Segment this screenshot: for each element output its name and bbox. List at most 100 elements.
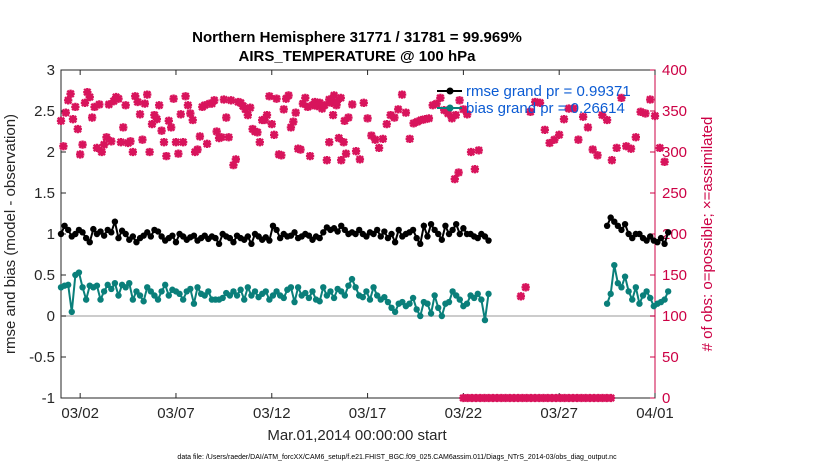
obs-assimilated-marker	[505, 393, 514, 403]
obs-assimilated-marker	[646, 95, 655, 104]
bias-point	[474, 290, 481, 298]
obs-assimilated-marker	[564, 104, 573, 113]
obs-assimilated-marker	[440, 106, 449, 115]
rmse-series	[57, 214, 672, 248]
y-right-tick-label: 350	[662, 103, 687, 120]
obs-assimilated-marker	[480, 393, 489, 403]
obs-assimilated-marker	[459, 105, 468, 114]
rmse-point	[79, 229, 86, 236]
rmse-point	[90, 225, 97, 233]
y-right-tick-label: 300	[662, 144, 687, 161]
bias-point	[607, 290, 614, 298]
bias-point	[359, 293, 366, 301]
obs-assimilated-marker	[363, 114, 372, 123]
rmse-point	[442, 222, 449, 229]
bias-point	[438, 312, 446, 320]
rmse-point	[427, 220, 435, 228]
rmse-point	[453, 220, 460, 228]
y-left-tick-label: -1	[42, 390, 55, 407]
obs-assimilated-marker	[222, 113, 231, 122]
x-tick-label: 04/01	[636, 405, 674, 422]
rmse-point	[417, 240, 424, 248]
obs-assimilated-marker	[530, 393, 540, 403]
obs-assimilated-marker	[598, 110, 607, 120]
obs-assimilated-marker	[260, 115, 269, 125]
obs-assimilated-marker	[522, 393, 531, 403]
obs-assimilated-marker	[655, 143, 664, 153]
obs-assimilated-marker	[378, 134, 388, 144]
obs-assimilated-marker	[509, 393, 519, 403]
obs-assimilated-marker	[164, 116, 173, 125]
obs-assimilated-marker	[162, 151, 171, 161]
rmse-point	[377, 233, 384, 240]
obs-assimilated-marker	[97, 147, 106, 157]
obs-assimilated-marker	[109, 97, 118, 106]
obs-assimilated-marker	[73, 124, 82, 134]
rmse-point	[190, 232, 198, 239]
obs-assimilated-marker	[382, 119, 391, 129]
obs-assimilated-marker	[241, 105, 250, 114]
obs-assimilated-marker	[174, 149, 183, 158]
obs-assimilated-marker	[219, 95, 229, 104]
bias-point	[435, 304, 442, 311]
obs-assimilated-marker	[303, 102, 312, 112]
obs-assimilated-marker	[409, 119, 418, 128]
obs-assimilated-marker	[589, 393, 599, 403]
obs-assimilated-marker	[455, 96, 464, 105]
obs-assimilated-marker	[593, 151, 602, 160]
obs-series	[56, 87, 669, 403]
obs-assimilated-marker	[310, 97, 320, 107]
bias-point	[100, 288, 108, 295]
obs-assimilated-marker	[140, 99, 149, 108]
obs-assimilated-marker	[560, 393, 569, 403]
rmse-point	[485, 237, 492, 244]
obs-assimilated-marker	[607, 156, 617, 165]
obs-assimilated-marker	[279, 105, 288, 114]
bias-point	[647, 294, 654, 302]
y-right-tick-label: 50	[662, 349, 679, 366]
bias-point	[309, 288, 316, 295]
obs-assimilated-marker	[432, 99, 441, 108]
obs-assimilated-marker	[78, 140, 87, 149]
rmse-point	[147, 233, 155, 240]
obs-assimilated-marker	[286, 123, 296, 132]
bias-point	[409, 294, 417, 302]
obs-assimilated-marker	[231, 155, 241, 164]
obs-assimilated-marker	[602, 393, 611, 403]
x-tick-label: 03/27	[540, 405, 578, 422]
obs-assimilated-marker	[606, 393, 616, 403]
obs-assimilated-marker	[83, 87, 92, 97]
obs-assimilated-marker	[107, 137, 116, 146]
obs-assimilated-marker	[95, 100, 104, 109]
obs-assimilated-marker	[578, 112, 588, 121]
bias-point	[643, 288, 650, 295]
bias-series	[57, 261, 672, 324]
obs-assimilated-marker	[301, 93, 310, 103]
rmse-point	[64, 226, 72, 234]
bias-point	[327, 288, 334, 295]
rmse-point	[57, 230, 65, 238]
obs-assimilated-marker	[436, 93, 445, 103]
obs-assimilated-marker	[394, 105, 403, 114]
rmse-point	[621, 220, 629, 228]
bias-point	[629, 296, 636, 303]
bias-point	[158, 288, 165, 295]
x-axis-label: Mar.01,2014 00:00:00 start	[267, 427, 447, 444]
rmse-point	[230, 239, 237, 246]
obs-assimilated-marker	[71, 102, 80, 112]
obs-assimilated-marker	[90, 102, 99, 112]
x-axis: 03/02 03/07 03/12 03/17 03/22 03/27 04/01	[61, 70, 674, 422]
bias-point	[294, 284, 302, 291]
obs-assimilated-marker	[463, 393, 472, 403]
y-right-tick-label: 150	[662, 267, 687, 284]
obs-assimilated-marker	[470, 165, 480, 174]
obs-assimilated-marker	[99, 140, 109, 149]
bias-point	[97, 296, 104, 303]
bias-point	[68, 308, 75, 316]
obs-assimilated-marker	[559, 115, 569, 124]
obs-assimilated-marker	[212, 127, 221, 136]
rmse-point	[456, 230, 463, 238]
bias-point	[427, 310, 435, 317]
bias-point	[664, 288, 672, 295]
bias-point	[176, 290, 183, 298]
